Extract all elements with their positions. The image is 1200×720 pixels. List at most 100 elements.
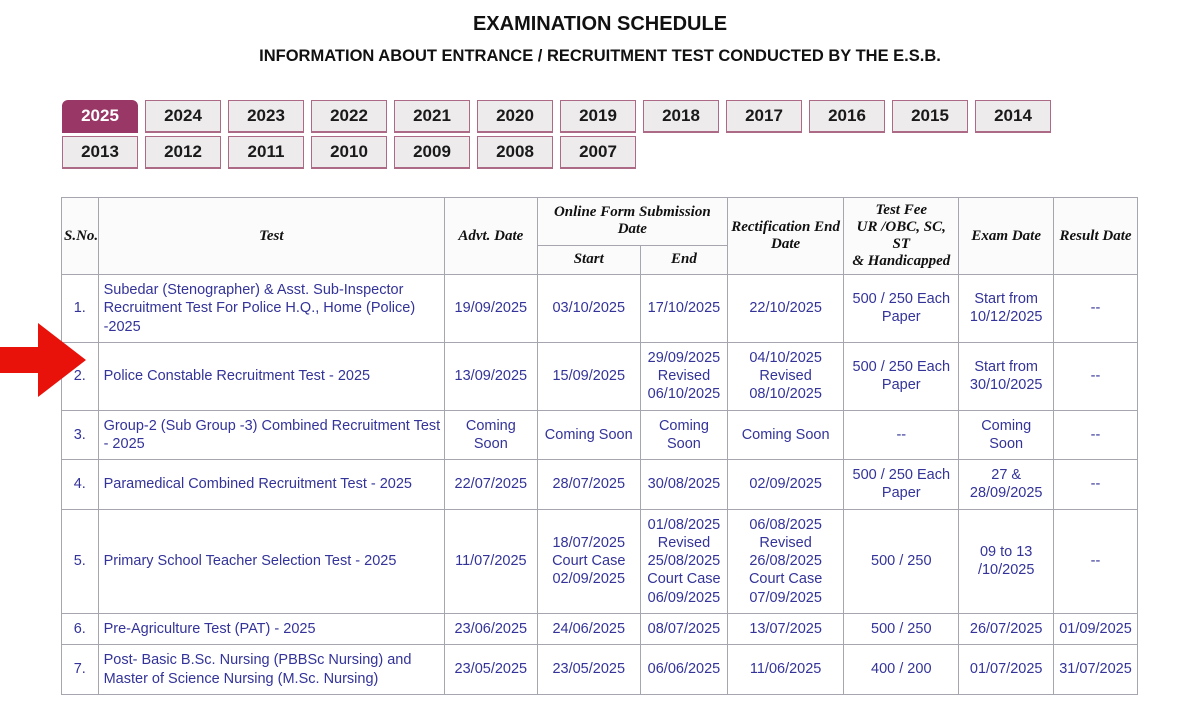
table-row-3: 3. Group-2 (Sub Group -3) Combined Recru… <box>61 409 1138 461</box>
test-link[interactable]: Post- Basic B.Sc. Nursing (PBBSc Nursing… <box>97 644 446 695</box>
advt-date-cell: Coming Soon <box>444 409 538 461</box>
row-sno: 3. <box>61 409 99 461</box>
page-subtitle: INFORMATION ABOUT ENTRANCE / RECRUITMENT… <box>259 47 941 65</box>
rectification-cell: 13/07/2025 <box>727 612 845 646</box>
year-tab-2024[interactable]: 2024 <box>145 100 221 133</box>
table-row-2: 2. Police Constable Recruitment Test - 2… <box>61 341 1138 411</box>
exam-date-cell: 01/07/2025 <box>958 644 1055 695</box>
page-title: EXAMINATION SCHEDULE <box>472 13 728 35</box>
fee-cell: 500 / 250 Each Paper <box>843 341 960 411</box>
year-tab-2018[interactable]: 2018 <box>643 100 719 133</box>
table-row-4: 4. Paramedical Combined Recruitment Test… <box>61 459 1138 510</box>
fee-cell: -- <box>843 409 960 461</box>
year-tab-2007[interactable]: 2007 <box>560 136 636 169</box>
year-tab-2014[interactable]: 2014 <box>975 100 1051 133</box>
advt-date-cell: 23/06/2025 <box>444 612 538 646</box>
row-sno: 7. <box>61 644 99 695</box>
advt-date-cell: 11/07/2025 <box>444 508 538 614</box>
form-end-cell: 17/10/2025 <box>639 274 729 343</box>
result-date-cell: -- <box>1053 274 1138 343</box>
table-row-7: 7. Post- Basic B.Sc. Nursing (PBBSc Nurs… <box>61 644 1138 695</box>
test-link[interactable]: Police Constable Recruitment Test - 2025 <box>97 341 446 411</box>
col-header-result-date: Result Date <box>1053 197 1138 275</box>
year-tabs: 2025 2024 2023 2022 2021 2020 2019 2018 … <box>62 100 1142 169</box>
year-tab-2020[interactable]: 2020 <box>477 100 553 133</box>
test-link[interactable]: Paramedical Combined Recruitment Test - … <box>97 459 446 510</box>
col-header-end: End <box>639 244 729 276</box>
col-header-advt-date: Advt. Date <box>444 197 538 275</box>
exam-schedule-section: S.No. Test Advt. Date Online Form Submis… <box>61 197 1138 695</box>
result-date-cell: 01/09/2025 <box>1053 612 1138 646</box>
year-tab-2019[interactable]: 2019 <box>560 100 636 133</box>
year-tab-2017[interactable]: 2017 <box>726 100 802 133</box>
result-date-cell: 31/07/2025 <box>1053 644 1138 695</box>
form-start-cell: 03/10/2025 <box>536 274 641 343</box>
result-date-cell: -- <box>1053 459 1138 510</box>
result-date-cell: -- <box>1053 409 1138 461</box>
row-sno: 1. <box>61 274 99 343</box>
year-tab-2010[interactable]: 2010 <box>311 136 387 169</box>
fee-cell: 400 / 200 <box>843 644 960 695</box>
form-start-cell: 23/05/2025 <box>536 644 641 695</box>
form-end-cell: 29/09/2025 Revised 06/10/2025 <box>639 341 729 411</box>
col-header-exam-date: Exam Date <box>958 197 1055 275</box>
year-tab-2023[interactable]: 2023 <box>228 100 304 133</box>
rectification-cell: 22/10/2025 <box>727 274 845 343</box>
col-header-test: Test <box>97 197 446 275</box>
year-tab-2009[interactable]: 2009 <box>394 136 470 169</box>
form-end-cell: 30/08/2025 <box>639 459 729 510</box>
col-header-start: Start <box>536 244 641 276</box>
fee-cell: 500 / 250 <box>843 612 960 646</box>
exam-date-cell: 26/07/2025 <box>958 612 1055 646</box>
year-tab-2016[interactable]: 2016 <box>809 100 885 133</box>
test-link[interactable]: Subedar (Stenographer) & Asst. Sub-Inspe… <box>97 274 446 343</box>
rectification-cell: 06/08/2025 Revised 26/08/2025 Court Case… <box>727 508 845 614</box>
exam-date-cell: 09 to 13 /10/2025 <box>958 508 1055 614</box>
year-tab-2012[interactable]: 2012 <box>145 136 221 169</box>
year-tab-2022[interactable]: 2022 <box>311 100 387 133</box>
exam-date-cell: 27 & 28/09/2025 <box>958 459 1055 510</box>
advt-date-cell: 22/07/2025 <box>444 459 538 510</box>
rectification-cell: 04/10/2025 Revised 08/10/2025 <box>727 341 845 411</box>
exam-schedule-table: S.No. Test Advt. Date Online Form Submis… <box>61 197 1138 695</box>
fee-cell: 500 / 250 Each Paper <box>843 459 960 510</box>
year-tab-2013[interactable]: 2013 <box>62 136 138 169</box>
form-end-cell: 06/06/2025 <box>639 644 729 695</box>
form-end-cell: 08/07/2025 <box>639 612 729 646</box>
result-date-cell: -- <box>1053 508 1138 614</box>
test-link[interactable]: Pre-Agriculture Test (PAT) - 2025 <box>97 612 446 646</box>
table-row-6: 6. Pre-Agriculture Test (PAT) - 2025 23/… <box>61 612 1138 646</box>
table-row-1: 1. Subedar (Stenographer) & Asst. Sub-In… <box>61 274 1138 343</box>
year-tab-2011[interactable]: 2011 <box>228 136 304 169</box>
form-start-cell: 28/07/2025 <box>536 459 641 510</box>
row-sno: 4. <box>61 459 99 510</box>
exam-date-cell: Start from 30/10/2025 <box>958 341 1055 411</box>
year-tab-2008[interactable]: 2008 <box>477 136 553 169</box>
year-tabs-row-2: 2013 2012 2011 2010 2009 2008 2007 <box>62 136 1142 169</box>
col-header-online-form-submission: Online Form Submission Date <box>536 197 729 246</box>
advt-date-cell: 19/09/2025 <box>444 274 538 343</box>
form-start-cell: 18/07/2025 Court Case 02/09/2025 <box>536 508 641 614</box>
year-tab-2021[interactable]: 2021 <box>394 100 470 133</box>
year-tabs-row-1: 2025 2024 2023 2022 2021 2020 2019 2018 … <box>62 100 1142 133</box>
rectification-cell: Coming Soon <box>727 409 845 461</box>
row-sno: 6. <box>61 612 99 646</box>
col-header-rectification-end-date: Rectification End Date <box>727 197 845 275</box>
exam-date-cell: Coming Soon <box>958 409 1055 461</box>
form-start-cell: 15/09/2025 <box>536 341 641 411</box>
col-header-test-fee: Test Fee UR /OBC, SC, ST & Handicapped <box>843 197 960 275</box>
year-tab-2025[interactable]: 2025 <box>62 100 138 133</box>
result-date-cell: -- <box>1053 341 1138 411</box>
fee-cell: 500 / 250 <box>843 508 960 614</box>
form-start-cell: 24/06/2025 <box>536 612 641 646</box>
test-link[interactable]: Primary School Teacher Selection Test - … <box>97 508 446 614</box>
table-row-5: 5. Primary School Teacher Selection Test… <box>61 508 1138 614</box>
fee-cell: 500 / 250 Each Paper <box>843 274 960 343</box>
col-header-sno: S.No. <box>61 197 99 275</box>
advt-date-cell: 13/09/2025 <box>444 341 538 411</box>
year-tab-2015[interactable]: 2015 <box>892 100 968 133</box>
advt-date-cell: 23/05/2025 <box>444 644 538 695</box>
form-start-cell: Coming Soon <box>536 409 641 461</box>
test-link[interactable]: Group-2 (Sub Group -3) Combined Recruitm… <box>97 409 446 461</box>
rectification-cell: 02/09/2025 <box>727 459 845 510</box>
